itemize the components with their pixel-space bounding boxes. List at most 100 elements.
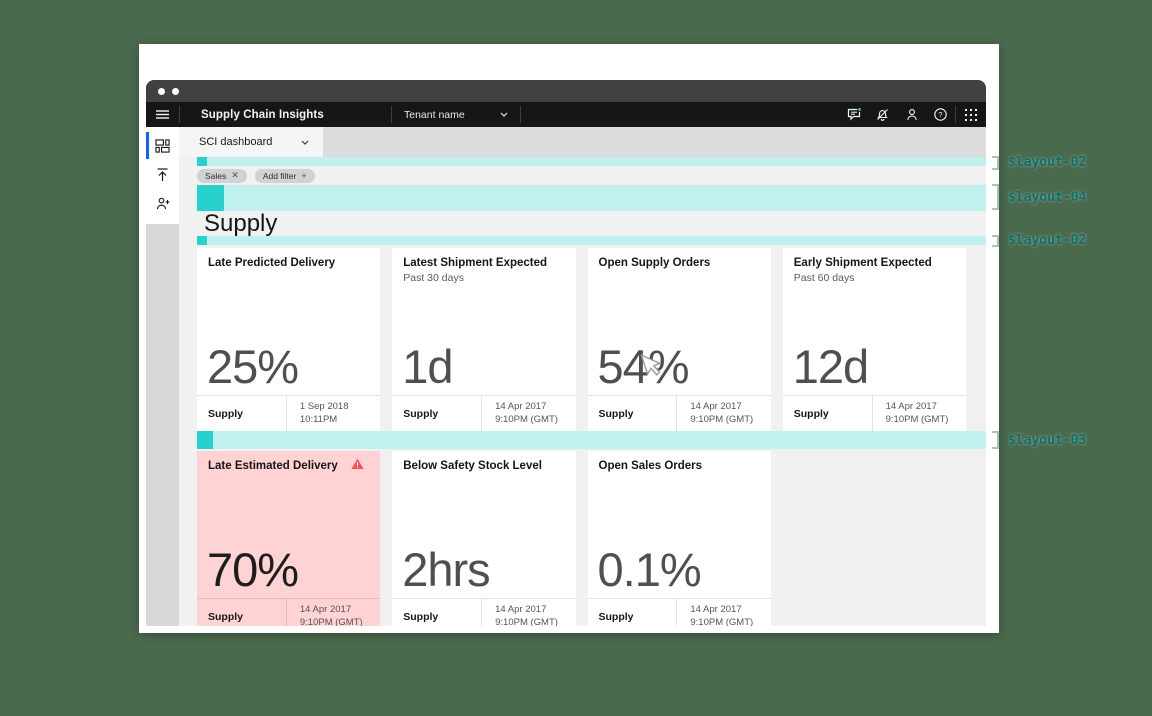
- card-date: 14 Apr 2017: [885, 401, 937, 413]
- spacing-token-square: [197, 431, 213, 449]
- add-filter-button[interactable]: Add filter +: [254, 168, 315, 183]
- header-divider: [179, 106, 180, 123]
- menu-button[interactable]: [146, 102, 179, 127]
- card-timestamp: 14 Apr 2017 9:10PM (GMT): [285, 599, 380, 626]
- help-button[interactable]: ?: [926, 102, 955, 127]
- chevron-down-icon: [301, 140, 309, 145]
- card-date: 14 Apr 2017: [690, 604, 742, 616]
- design-artboard: Supply Chain Insights Tenant name: [139, 44, 999, 633]
- kpi-card-late-estimated-delivery[interactable]: Late Estimated Delivery 70% Supply 14 Ap…: [197, 451, 381, 626]
- kpi-card-latest-shipment-expected[interactable]: Latest Shipment Expected Past 30 days 1d…: [392, 248, 576, 431]
- feedback-button[interactable]: [839, 102, 868, 127]
- spacing-annotation: $layout-02: [992, 233, 1086, 248]
- user-icon: [906, 108, 918, 121]
- card-time: 9:10PM (GMT): [495, 413, 558, 425]
- card-title: Early Shipment Expected: [793, 257, 932, 269]
- spacing-annotation: $layout-03: [992, 431, 1086, 449]
- filter-bar: Sales ✕ Add filter +: [197, 166, 986, 185]
- card-timestamp: 14 Apr 2017 9:10PM (GMT): [676, 396, 770, 431]
- main-area: SCI dashboard Sales ✕ Add filter +: [179, 127, 986, 626]
- empty-grid-cell: [783, 451, 966, 626]
- app-header: Supply Chain Insights Tenant name: [146, 102, 986, 127]
- app-switcher-button[interactable]: [956, 102, 986, 127]
- close-icon[interactable]: ✕: [231, 170, 239, 180]
- card-date: 1 Sep 2018: [299, 401, 349, 413]
- kpi-card-open-sales-orders[interactable]: Open Sales Orders 0.1% Supply 14 Apr 201…: [587, 451, 771, 626]
- card-timestamp: 14 Apr 2017 9:10PM (GMT): [871, 396, 966, 431]
- card-footer: Supply 14 Apr 2017 9:10PM (GMT): [587, 598, 771, 626]
- kpi-card-late-predicted-delivery[interactable]: Late Predicted Delivery 25% Supply 1 Sep…: [197, 248, 381, 431]
- card-title: Open Supply Orders: [598, 257, 711, 269]
- card-title: Open Sales Orders: [598, 460, 703, 472]
- spacing-token-label: $layout-04: [1008, 189, 1087, 205]
- hamburger-icon: [156, 110, 169, 119]
- card-footer-label: Supply: [598, 407, 634, 420]
- notification-off-icon: [876, 108, 889, 121]
- card-footer-label: Supply: [598, 610, 634, 623]
- spacing-annotation: $layout-02: [992, 155, 1086, 170]
- card-footer: Supply 14 Apr 2017 9:10PM (GMT): [587, 395, 771, 431]
- dashboard-selector[interactable]: SCI dashboard: [179, 127, 323, 157]
- card-title: Late Estimated Delivery: [208, 460, 338, 472]
- header-spacer: [521, 102, 839, 127]
- spacing-token-label: $layout-02: [1008, 155, 1087, 170]
- card-date: 14 Apr 2017: [690, 401, 742, 413]
- card-timestamp: 14 Apr 2017 9:10PM (GMT): [481, 396, 575, 431]
- header-divider: [955, 106, 956, 123]
- sidebar-item-dashboards[interactable]: [146, 131, 179, 160]
- card-timestamp: 14 Apr 2017 9:10PM (GMT): [481, 599, 575, 626]
- notification-badge-dot: [857, 107, 862, 112]
- dashboard-content: Sales ✕ Add filter + Supply Late Predict…: [179, 157, 986, 626]
- card-value: 1d: [402, 340, 453, 393]
- app-switcher-icon: [965, 108, 977, 121]
- card-timestamp: 1 Sep 2018 10:11PM: [285, 396, 380, 431]
- window-control-dot[interactable]: [172, 87, 179, 95]
- plus-icon: +: [301, 170, 307, 181]
- window-control-dot[interactable]: [158, 87, 165, 95]
- card-time: 9:10PM (GMT): [495, 616, 558, 627]
- spacing-token-square: [197, 185, 224, 211]
- profile-button[interactable]: [897, 102, 926, 127]
- card-footer-label: Supply: [208, 407, 244, 420]
- card-footer-label: Supply: [208, 610, 244, 623]
- chevron-down-icon: [500, 112, 508, 117]
- left-nav-items: [146, 127, 179, 224]
- bracket-icon: [992, 184, 999, 210]
- card-footer-label: Supply: [403, 610, 439, 623]
- card-date: 14 Apr 2017: [299, 604, 352, 616]
- card-footer-label: Supply: [403, 407, 439, 420]
- card-footer: Supply 14 Apr 2017 9:10PM (GMT): [782, 395, 966, 431]
- notifications-off-button[interactable]: [868, 102, 897, 127]
- spacing-token-label: $layout-03: [1008, 432, 1087, 448]
- kpi-card-below-safety-stock-level[interactable]: Below Safety Stock Level 2hrs Supply 14 …: [392, 451, 576, 626]
- kpi-card-early-shipment-expected[interactable]: Early Shipment Expected Past 60 days 12d…: [782, 248, 966, 431]
- tenant-dropdown[interactable]: Tenant name: [392, 102, 520, 127]
- card-title: Latest Shipment Expected: [403, 257, 548, 269]
- filter-tag-label: Sales: [205, 170, 227, 181]
- help-icon: ?: [934, 108, 947, 121]
- dashboard-icon: [155, 138, 170, 153]
- card-footer: Supply 14 Apr 2017 9:10PM (GMT): [392, 598, 576, 626]
- window-titlebar: [146, 80, 986, 102]
- card-footer: Supply 14 Apr 2017 9:10PM (GMT): [392, 395, 576, 431]
- spacing-band-layout-04: [197, 185, 986, 211]
- card-value: 12d: [792, 340, 869, 393]
- sidebar-item-upload[interactable]: [146, 160, 179, 189]
- sidebar-item-add-user[interactable]: [146, 189, 179, 218]
- card-value: 70%: [207, 543, 299, 596]
- card-value: 54%: [597, 340, 690, 393]
- filter-tag-sales[interactable]: Sales ✕: [197, 168, 247, 183]
- card-subtitle: Past 60 days: [793, 272, 855, 284]
- spacing-band-layout-03: [197, 431, 986, 449]
- dashboard-selector-label: SCI dashboard: [199, 136, 273, 148]
- kpi-card-row: Late Predicted Delivery 25% Supply 1 Sep…: [197, 248, 966, 431]
- bracket-icon: [992, 431, 999, 449]
- header-divider: [391, 106, 392, 123]
- app-title: Supply Chain Insights: [201, 108, 324, 121]
- warning-icon: [351, 458, 364, 470]
- card-date: 14 Apr 2017: [495, 401, 547, 413]
- card-footer: Supply 1 Sep 2018 10:11PM: [197, 395, 381, 431]
- add-user-icon: [156, 197, 170, 210]
- kpi-card-open-supply-orders[interactable]: Open Supply Orders 54% Supply 14 Apr 201…: [587, 248, 771, 431]
- card-timestamp: 14 Apr 2017 9:10PM (GMT): [676, 599, 770, 626]
